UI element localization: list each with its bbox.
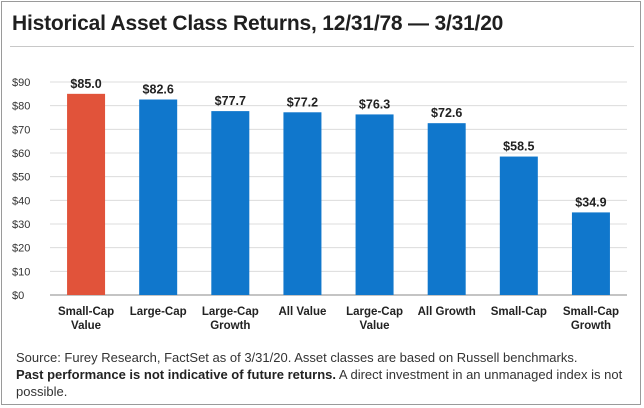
bar [571,212,610,295]
x-tick-label: Small-Cap Value [58,306,114,332]
bar [283,112,322,295]
disclaimer-text: A direct investment in an unmanaged inde… [16,367,623,399]
y-axis-ticks: $0 $10 $20 $30 $40 $50 $60 $70 $80 $90 [12,77,30,302]
data-label: $58.5 [503,140,534,154]
footnote: Source: Furey Research, FactSet as of 3/… [16,349,632,400]
data-label: $34.9 [575,195,606,209]
y-tick-label: $60 [12,148,30,160]
x-tick-label: All Growth [418,306,476,318]
x-tick-label: Large-Cap Growth [202,306,259,332]
data-label: $77.2 [287,95,318,109]
bar [355,114,394,295]
data-label: $77.7 [215,94,246,108]
x-tick-label-line: Growth [210,320,250,332]
disclaimer-bold: Past performance is not indicative of fu… [16,367,337,382]
bar [139,99,178,295]
data-label: $82.6 [143,83,174,97]
y-tick-label: $40 [12,195,30,207]
x-tick-label-line: Growth [571,320,611,332]
x-tick-label-line: Large-Cap [346,306,403,318]
x-tick-label-line: Value [71,320,101,332]
bar [427,123,466,296]
data-label: $72.6 [431,106,462,120]
disclaimer: Past performance is not indicative of fu… [16,366,632,400]
data-labels: $85.0 $82.6 $77.7 $77.2 $76.3 $72.6 $58.5 $34.9 [70,77,606,210]
bar [211,111,250,295]
y-tick-label: $10 [12,266,30,278]
x-tick-label-line: All Growth [418,306,476,318]
x-tick-label-line: Large-Cap [130,306,187,318]
x-tick-label-line: All Value [278,306,326,318]
x-tick-label: Small-Cap [491,306,547,318]
x-tick-label-line: Large-Cap [202,306,259,318]
x-tick-label-line: Small-Cap [58,306,114,318]
source-note: Source: Furey Research, FactSet as of 3/… [16,350,578,365]
y-tick-label: $90 [12,77,30,89]
y-tick-label: $30 [12,219,30,231]
bar [499,156,538,295]
y-tick-label: $80 [12,101,30,113]
y-tick-label: $50 [12,172,30,184]
bar [67,93,106,295]
x-tick-label: All Value [278,306,326,318]
x-axis-labels: Small-Cap Value Large-Cap Large-Cap Growth Al… [58,306,619,332]
x-tick-label-line: Value [360,320,390,332]
data-label: $76.3 [359,97,390,111]
y-tick-label: $70 [12,124,30,136]
bar-chart: $0 $10 $20 $30 $40 $50 $60 $70 $80 $90 $85.0 $82.6… [12,77,627,332]
title-divider [10,46,634,47]
gridlines [50,81,627,296]
x-tick-label-line: Small-Cap [563,306,619,318]
data-label: $85.0 [70,77,101,91]
y-tick-label: $20 [12,243,30,255]
y-tick-label: $0 [12,290,24,302]
x-tick-label-line: Small-Cap [491,306,547,318]
bars [67,93,610,296]
x-tick-label: Small-Cap Growth [563,306,619,332]
chart-title: Historical Asset Class Returns, 12/31/78… [12,12,504,35]
x-tick-label: Large-Cap [130,306,187,318]
x-tick-label: Large-Cap Value [346,306,403,332]
